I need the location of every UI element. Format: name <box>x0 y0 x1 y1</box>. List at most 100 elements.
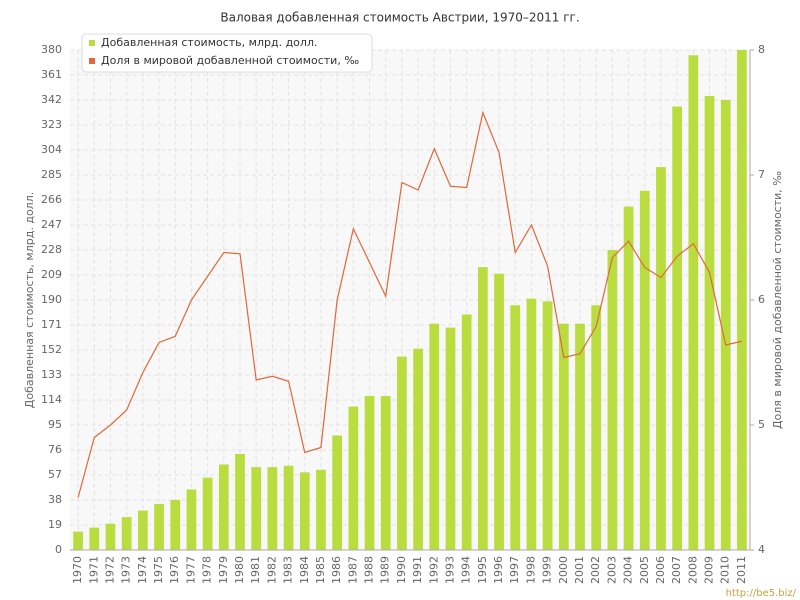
y-tick-label: 95 <box>48 418 62 431</box>
x-tick-label: 1988 <box>363 556 376 584</box>
bar <box>542 301 553 550</box>
x-tick-label: 1980 <box>233 556 246 584</box>
x-tick-label: 1981 <box>249 556 262 584</box>
bar <box>558 323 569 550</box>
bar <box>364 396 375 550</box>
bar <box>445 327 456 550</box>
bar <box>413 348 423 550</box>
legend: Добавленная стоимость, млрд. долл. Доля в… <box>81 33 373 73</box>
bar <box>170 500 181 550</box>
x-tick-label: 1978 <box>201 556 214 584</box>
y-tick-label: 304 <box>41 143 62 156</box>
legend-label: Доля в мировой добавленной стоимости, ‰ <box>101 54 359 67</box>
bar <box>283 465 294 550</box>
bar <box>251 467 262 550</box>
bar <box>154 503 164 550</box>
x-tick-label: 2006 <box>654 556 667 584</box>
x-tick-label: 2002 <box>589 556 602 584</box>
bar <box>332 435 342 550</box>
x-tick-label: 1973 <box>120 556 133 584</box>
bar <box>461 314 472 550</box>
bar <box>607 250 618 550</box>
bar <box>73 531 83 550</box>
x-tick-label: 1989 <box>379 556 392 584</box>
bar <box>688 55 699 551</box>
y-tick-label: 152 <box>41 343 62 356</box>
x-tick-label: 1983 <box>282 556 295 584</box>
bar <box>348 406 359 550</box>
y2-tick-label: 8 <box>758 43 765 56</box>
y2-tick-label: 4 <box>758 543 765 556</box>
x-tick-label: 2003 <box>605 556 618 584</box>
y-tick-label: 342 <box>41 93 62 106</box>
x-tick-label: 1974 <box>136 556 149 584</box>
x-tick-label: 2000 <box>557 556 570 584</box>
x-tick-label: 2011 <box>735 556 748 584</box>
x-tick-label: 1979 <box>217 556 230 584</box>
y2-tick-label: 7 <box>758 168 765 181</box>
y-tick-label: 133 <box>41 368 62 381</box>
x-tick-label: 2001 <box>573 556 586 584</box>
bar <box>121 517 132 550</box>
bar <box>591 305 602 550</box>
y-tick-label: 247 <box>41 218 62 231</box>
x-tick-label: 2008 <box>686 556 699 584</box>
bar <box>235 453 245 550</box>
x-tick-label: 1999 <box>541 556 554 584</box>
x-tick-label: 1987 <box>346 556 359 584</box>
bar <box>105 523 116 550</box>
bar <box>89 527 100 550</box>
legend-label: Добавленная стоимость, млрд. долл. <box>101 36 317 49</box>
x-tick-label: 1992 <box>427 556 440 584</box>
x-tick-label: 1972 <box>103 556 116 584</box>
watermark: http://be5.biz/ <box>726 588 797 599</box>
x-tick-label: 1994 <box>460 556 473 584</box>
x-tick-label: 1998 <box>524 556 537 584</box>
x-tick-label: 1995 <box>476 556 489 584</box>
bar <box>397 356 407 550</box>
x-tick-label: 1976 <box>168 556 181 584</box>
x-tick-label: 1997 <box>508 556 521 584</box>
x-tick-label: 1970 <box>71 556 84 584</box>
bar <box>575 323 585 550</box>
y-tick-label: 266 <box>41 193 62 206</box>
x-tick-label: 1975 <box>152 556 165 584</box>
x-tick-label: 2007 <box>670 556 683 584</box>
x-tick-label: 2010 <box>719 556 732 584</box>
y-tick-label: 228 <box>41 243 62 256</box>
bar <box>380 396 391 550</box>
bar <box>672 106 682 550</box>
y-tick-label: 114 <box>41 393 62 406</box>
bar <box>526 298 537 550</box>
x-tick-label: 1985 <box>314 556 327 584</box>
y-tick-label: 57 <box>48 468 62 481</box>
x-tick-label: 1986 <box>330 556 343 584</box>
x-tick-label: 2005 <box>638 556 651 584</box>
y-tick-label: 380 <box>41 43 62 56</box>
bar <box>510 305 521 550</box>
bar <box>138 510 148 550</box>
x-tick-label: 2009 <box>703 556 716 584</box>
bar <box>218 464 229 550</box>
x-tick-label: 1971 <box>87 556 100 584</box>
x-tick-label: 2004 <box>622 556 635 584</box>
y-tick-label: 323 <box>41 118 62 131</box>
bar <box>737 50 747 550</box>
bar <box>202 477 213 550</box>
bar <box>267 467 278 550</box>
bar <box>186 489 197 550</box>
bar <box>656 167 666 550</box>
bar <box>639 190 650 550</box>
y2-tick-label: 6 <box>758 293 765 306</box>
y-tick-label: 209 <box>41 268 62 281</box>
bar <box>299 472 310 550</box>
bar <box>494 273 504 550</box>
bar <box>478 267 488 550</box>
y-tick-label: 38 <box>48 493 62 506</box>
bar <box>316 469 326 550</box>
y2-axis-label: Доля в мировой добавленной стоимости, ‰ <box>771 171 784 429</box>
x-tick-label: 1993 <box>443 556 456 584</box>
y-tick-label: 171 <box>41 318 62 331</box>
x-tick-label: 1991 <box>411 556 424 584</box>
